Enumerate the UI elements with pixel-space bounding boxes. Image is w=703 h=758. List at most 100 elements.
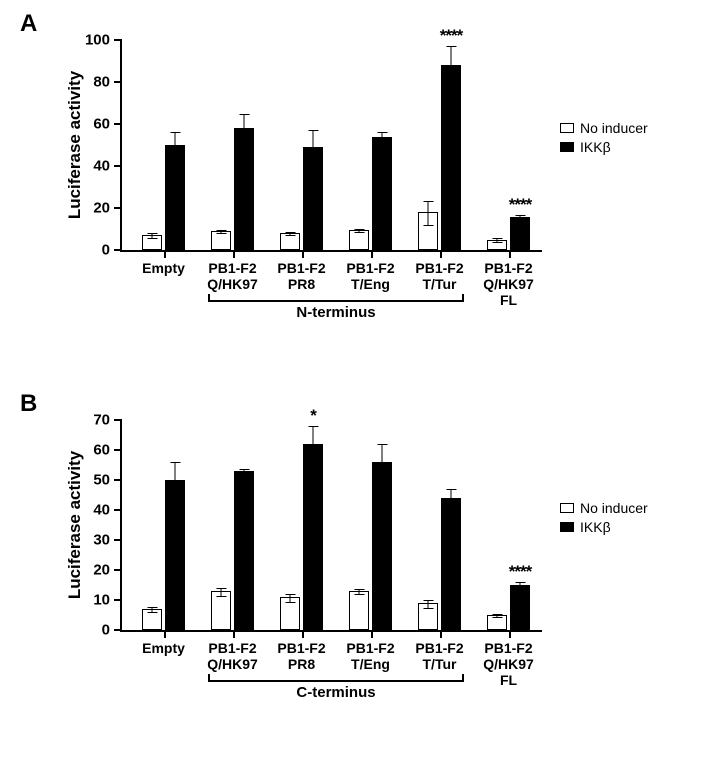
bar: [142, 235, 162, 250]
error-bar: [313, 130, 314, 164]
group-bracket-label: N-terminus: [296, 304, 375, 321]
bar: [418, 603, 438, 630]
error-bar: [221, 588, 222, 597]
error-bar: [290, 594, 291, 603]
error-bar: [520, 215, 521, 219]
bar: [372, 462, 392, 630]
bar: [487, 240, 507, 251]
category-label: Empty: [142, 260, 185, 276]
error-bar: [244, 469, 245, 473]
legend-swatch-no-inducer: [560, 123, 574, 133]
category-label: PB1-F2T/Tur: [415, 640, 463, 672]
panel-a-plot: 020406080100EmptyPB1-F2Q/HK97PB1-F2PR8PB…: [120, 40, 542, 252]
ytick-label: 60: [93, 442, 110, 459]
ytick-label: 10: [93, 592, 110, 609]
xtick: [371, 630, 373, 638]
category-label: PB1-F2Q/HK97FL: [483, 640, 534, 688]
error-bar: [497, 238, 498, 242]
ytick: [114, 539, 122, 541]
error-bar: [152, 607, 153, 613]
ytick: [114, 39, 122, 41]
ytick-label: 40: [93, 158, 110, 175]
error-bar: [152, 233, 153, 239]
xtick: [302, 630, 304, 638]
xtick: [164, 250, 166, 258]
error-bar: [290, 232, 291, 236]
error-bar: [451, 46, 452, 84]
panel-b-label: B: [20, 390, 37, 418]
xtick: [509, 630, 511, 638]
significance-marker: ****: [509, 195, 531, 215]
category-label: PB1-F2PR8: [277, 640, 325, 672]
ytick: [114, 123, 122, 125]
xtick: [233, 630, 235, 638]
category-label: PB1-F2T/Tur: [415, 260, 463, 292]
error-bar: [382, 132, 383, 140]
bar: [280, 233, 300, 250]
xtick: [302, 250, 304, 258]
xtick: [440, 250, 442, 258]
ytick-label: 20: [93, 562, 110, 579]
ytick-label: 60: [93, 116, 110, 133]
xtick: [371, 250, 373, 258]
bar: [487, 615, 507, 630]
panel-b-plot: 010203040506070EmptyPB1-F2Q/HK97PB1-F2PR…: [120, 420, 542, 632]
group-bracket-label: C-terminus: [296, 684, 375, 701]
bar: [303, 444, 323, 630]
legend-row-ikkb: IKKβ: [560, 139, 648, 155]
category-label: PB1-F2Q/HK97: [207, 640, 258, 672]
legend-label-no-inducer: No inducer: [580, 120, 648, 136]
ytick-label: 0: [102, 622, 110, 639]
bar: [165, 145, 185, 250]
bar: [234, 128, 254, 250]
bar: [349, 591, 369, 630]
error-bar: [520, 582, 521, 588]
error-bar: [428, 201, 429, 226]
ytick-label: 0: [102, 242, 110, 259]
category-label: PB1-F2Q/HK97: [207, 260, 258, 292]
ytick: [114, 249, 122, 251]
bar: [418, 212, 438, 250]
ytick: [114, 509, 122, 511]
category-label: PB1-F2T/Eng: [346, 640, 394, 672]
error-bar: [221, 230, 222, 234]
panel-b: B Luciferase activity 010203040506070Emp…: [20, 390, 680, 750]
xtick: [233, 250, 235, 258]
category-label: PB1-F2PR8: [277, 260, 325, 292]
significance-marker: ****: [509, 562, 531, 582]
legend-swatch-no-inducer-b: [560, 503, 574, 513]
significance-marker: ****: [440, 26, 462, 46]
bar: [142, 609, 162, 630]
bar: [510, 217, 530, 250]
category-label: PB1-F2Q/HK97FL: [483, 260, 534, 308]
legend-label-ikkb-b: IKKβ: [580, 519, 611, 535]
bar: [441, 65, 461, 250]
group-bracket: [208, 680, 464, 682]
ytick: [114, 629, 122, 631]
ytick-label: 70: [93, 412, 110, 429]
legend-swatch-ikkb: [560, 142, 574, 152]
legend-row-no-inducer-b: No inducer: [560, 500, 648, 516]
bar: [234, 471, 254, 630]
legend-row-ikkb-b: IKKβ: [560, 519, 648, 535]
panel-b-ylabel: Luciferase activity: [65, 451, 85, 599]
category-label: PB1-F2T/Eng: [346, 260, 394, 292]
significance-marker: *: [310, 406, 316, 426]
legend-row-no-inducer: No inducer: [560, 120, 648, 136]
error-bar: [359, 229, 360, 233]
xtick: [509, 250, 511, 258]
ytick: [114, 419, 122, 421]
category-label: Empty: [142, 640, 185, 656]
page: { "panels": { "A": { "label": "A", "ylab…: [0, 0, 703, 758]
panel-a-legend: No inducer IKKβ: [560, 120, 648, 158]
ytick-label: 30: [93, 532, 110, 549]
ytick-label: 80: [93, 74, 110, 91]
bar: [510, 585, 530, 630]
xtick: [164, 630, 166, 638]
group-bracket: [208, 300, 464, 302]
legend-label-ikkb: IKKβ: [580, 139, 611, 155]
ytick: [114, 479, 122, 481]
ytick: [114, 599, 122, 601]
ytick: [114, 165, 122, 167]
error-bar: [313, 426, 314, 462]
